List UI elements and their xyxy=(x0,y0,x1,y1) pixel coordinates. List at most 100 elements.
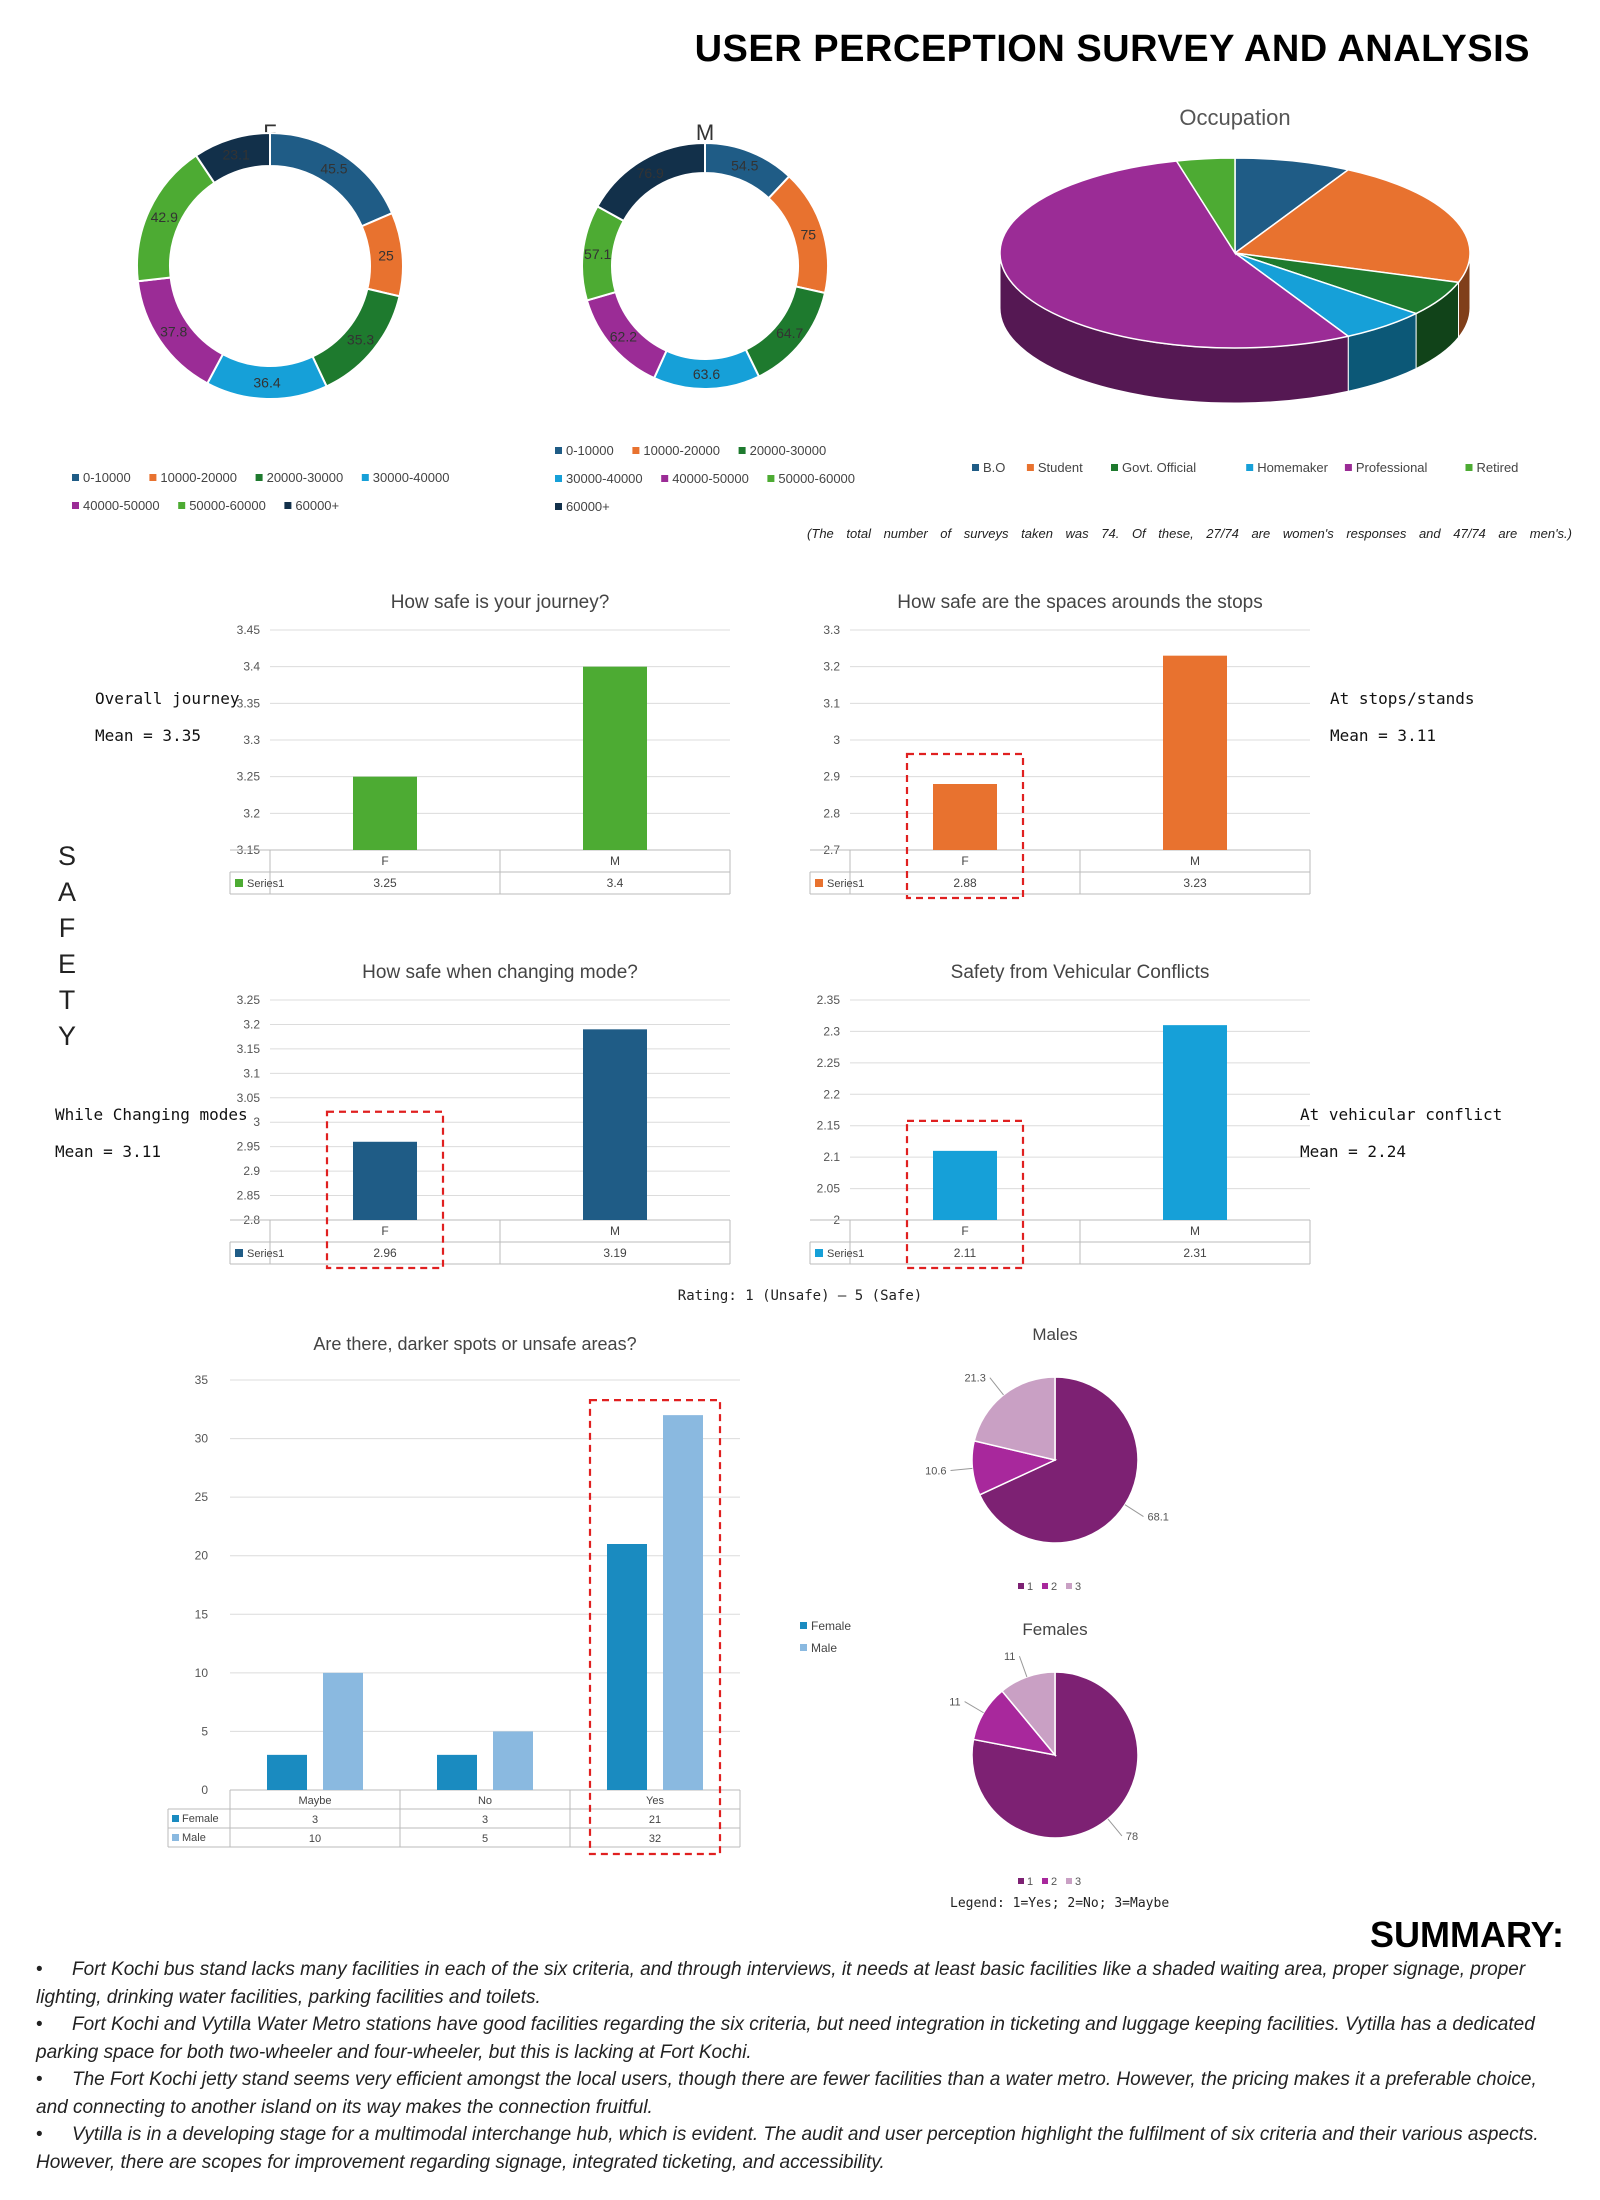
stops-side-mean: Mean = 3.11 xyxy=(1330,726,1436,745)
bar-f xyxy=(933,1150,997,1220)
legend-swatch xyxy=(235,879,243,887)
y-tick-label: 2.9 xyxy=(243,1164,260,1178)
category-label: F xyxy=(381,1224,388,1238)
legend-label: B.O xyxy=(983,460,1005,475)
pie-slice xyxy=(1175,157,1236,256)
legend-label: 30000-40000 xyxy=(373,470,450,485)
data-label: 2.88 xyxy=(953,876,977,890)
pie-slice xyxy=(1234,157,1350,255)
y-tick-label: 3.05 xyxy=(237,1091,261,1105)
vehicular-conflict-safety-chart: Safety from Vehicular Conflicts22.052.12… xyxy=(809,962,1311,1270)
y-tick-label: 3.1 xyxy=(823,696,840,710)
bar-m xyxy=(1163,1025,1227,1220)
legend-swatch xyxy=(661,475,669,482)
donut-segment xyxy=(596,141,706,223)
segment-label: 23.1 xyxy=(223,147,250,163)
data-label: 2.11 xyxy=(954,1246,977,1260)
legend-swatch xyxy=(815,879,823,887)
legend-label: Male xyxy=(811,1641,837,1655)
bar-m xyxy=(583,1029,647,1220)
y-tick-label: 3.2 xyxy=(243,1017,260,1031)
category-label: M xyxy=(1190,1224,1200,1238)
series-label: Female xyxy=(182,1813,219,1825)
bar-f xyxy=(353,1141,417,1220)
safety-letter: T xyxy=(58,985,76,1015)
summary-text: Vytilla is in a developing stage for a m… xyxy=(36,2124,1539,2173)
legend-swatch xyxy=(172,1815,179,1822)
y-tick-label: 25 xyxy=(195,1490,209,1504)
legend-label: 60000+ xyxy=(566,499,610,514)
mode-side-label: While Changing modes Mean = 3.11 xyxy=(55,1096,248,1170)
series-label: Series1 xyxy=(827,1248,864,1260)
slice-label: 11 xyxy=(1004,1651,1015,1663)
legend-label: 2 xyxy=(1051,1876,1057,1888)
legend-label: 40000-50000 xyxy=(83,498,160,513)
y-tick-label: 2.9 xyxy=(823,770,840,784)
page-title: USER PERCEPTION SURVEY AND ANALYSIS xyxy=(694,28,1530,70)
y-tick-label: 3.1 xyxy=(243,1066,260,1080)
category-label: F xyxy=(961,854,968,868)
legend-label: Retired xyxy=(1477,460,1519,475)
legend-swatch xyxy=(361,474,369,481)
legend-label: 1 xyxy=(1027,1876,1033,1888)
bar-f xyxy=(353,776,417,850)
rating-note: Rating: 1 (Unsafe) – 5 (Safe) xyxy=(677,1288,923,1304)
y-tick-label: 3 xyxy=(253,1115,260,1129)
pie-slice xyxy=(1233,168,1471,284)
data-label: 3.19 xyxy=(603,1246,627,1260)
bar-female-yes xyxy=(607,1544,647,1790)
category-label: F xyxy=(961,1224,968,1238)
legend-swatch xyxy=(1018,1878,1024,1884)
legend-swatch xyxy=(555,503,562,510)
legend-swatch xyxy=(1026,464,1034,471)
series-label: Male xyxy=(182,1832,206,1844)
legend-swatch xyxy=(1042,1878,1048,1884)
bar-m xyxy=(1163,655,1227,850)
bullet-icon: • xyxy=(36,2069,43,2090)
legend-label: 20000-30000 xyxy=(750,443,827,458)
safety-letter: E xyxy=(57,949,76,979)
y-tick-label: 3.25 xyxy=(237,770,261,784)
pie-slice xyxy=(978,1376,1139,1544)
data-label: 3 xyxy=(482,1814,488,1826)
data-label: 3.23 xyxy=(1183,876,1207,890)
legend-label: Student xyxy=(1038,460,1083,475)
legend-swatch xyxy=(555,447,562,454)
journey-side-title: Overall journey xyxy=(95,689,240,708)
legend-label: 50000-60000 xyxy=(778,471,855,486)
mode-side-title: While Changing modes xyxy=(55,1105,248,1124)
category-label: Yes xyxy=(646,1795,664,1807)
donut-segment xyxy=(194,131,271,185)
safety-letter: S xyxy=(57,841,76,871)
summary-item: • Fort Kochi bus stand lacks many facilit… xyxy=(36,1956,1566,2011)
series-label: Series1 xyxy=(247,878,284,890)
y-tick-label: 2.15 xyxy=(817,1119,841,1133)
legend-swatch xyxy=(632,447,640,454)
highlight-box xyxy=(588,1399,722,1856)
legend-swatch xyxy=(800,1644,807,1651)
segment-label: 54.5 xyxy=(731,158,758,174)
segment-label: 25 xyxy=(378,248,394,264)
chart-title: How safe when changing mode? xyxy=(362,962,638,983)
y-tick-label: 2.95 xyxy=(237,1140,261,1154)
chart-title: How safe are the spaces arounds the stop… xyxy=(897,592,1262,613)
series-label: Series1 xyxy=(247,1248,284,1260)
legend-swatch xyxy=(255,474,263,481)
slice-label: 78 xyxy=(1126,1831,1138,1843)
bar-male-no xyxy=(493,1731,533,1790)
legend-label: 60000+ xyxy=(295,498,339,513)
data-label: 3 xyxy=(312,1814,318,1826)
legend-swatch xyxy=(1066,1583,1072,1589)
slice-label: 68.1 xyxy=(1147,1512,1168,1524)
series-label: Series1 xyxy=(827,878,864,890)
legend-label: 0-10000 xyxy=(566,443,614,458)
bar-m xyxy=(583,666,647,850)
data-label: 3.25 xyxy=(373,876,397,890)
chart-title: Males xyxy=(1032,1325,1077,1344)
data-label: 2.96 xyxy=(373,1246,397,1260)
segment-label: 35.3 xyxy=(347,331,374,347)
leader-line xyxy=(1018,1656,1028,1678)
mode-side-mean: Mean = 3.11 xyxy=(55,1142,161,1161)
bullet-icon: • xyxy=(36,2014,43,2035)
